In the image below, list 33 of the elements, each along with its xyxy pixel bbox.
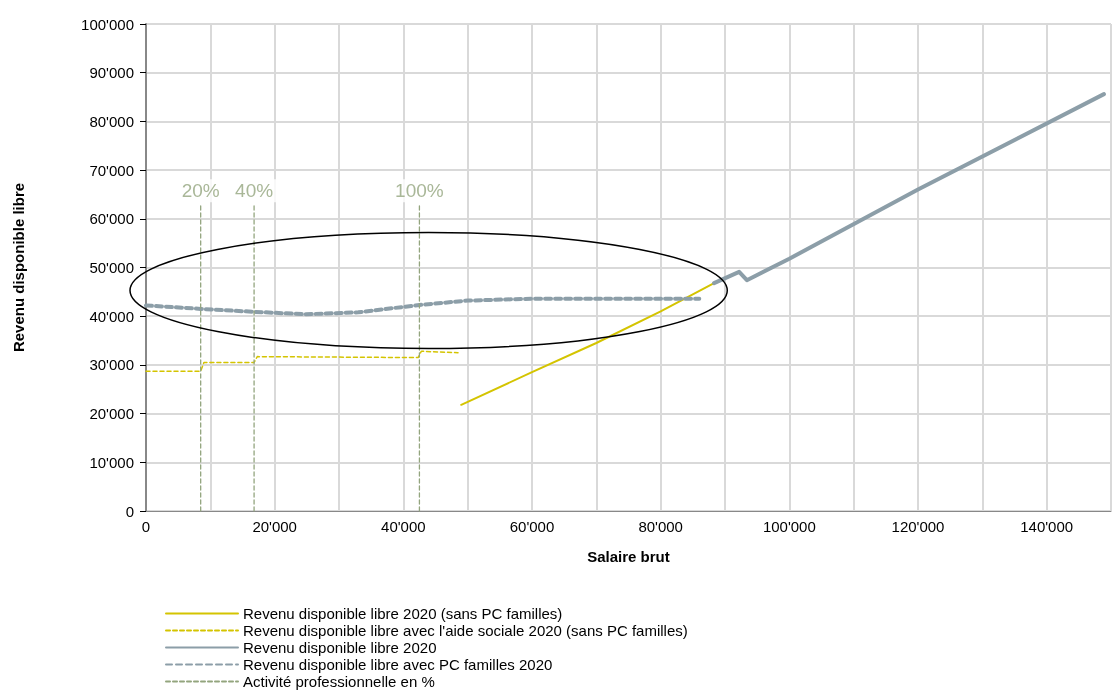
x-tick-label: 80'000 bbox=[638, 518, 683, 535]
y-tick-label: 50'000 bbox=[89, 259, 134, 276]
x-tick-label: 40'000 bbox=[381, 518, 426, 535]
line-series bbox=[712, 92, 1106, 286]
x-tick-label: 100'000 bbox=[762, 518, 816, 535]
y-tick-label: 90'000 bbox=[89, 64, 134, 82]
y-tick-label: 0 bbox=[125, 502, 134, 520]
x-tick-label: 140'000 bbox=[1020, 518, 1074, 535]
legend-label: Revenu disponible libre 2020 bbox=[243, 639, 437, 656]
legend-label: Revenu disponible libre avec l'aide sociale 2020 (sans PC familles) bbox=[243, 622, 688, 639]
y-tick-label: 100'000 bbox=[81, 15, 134, 33]
x-axis-title: Salaire brut bbox=[587, 548, 670, 565]
annotation: 20% bbox=[181, 180, 220, 202]
y-tick-label: 60'000 bbox=[89, 210, 134, 228]
x-tick-label: 0 bbox=[141, 518, 151, 535]
y-tick-label: 80'000 bbox=[89, 112, 134, 130]
line-series bbox=[144, 296, 702, 317]
y-tick-label: 20'000 bbox=[89, 405, 134, 423]
y-tick-label: 30'000 bbox=[89, 356, 134, 374]
line-series bbox=[460, 282, 716, 406]
legend-label: Activité professionnelle en % bbox=[243, 673, 435, 690]
y-tick-label: 40'000 bbox=[89, 307, 134, 325]
x-tick-label: 120'000 bbox=[891, 518, 945, 535]
x-tick-label: 60'000 bbox=[509, 518, 555, 535]
y-tick-label: 70'000 bbox=[89, 161, 134, 179]
y-axis-title: Revenu disponible libre bbox=[10, 182, 27, 353]
legend-label: Revenu disponible libre avec PC familles 2020 bbox=[243, 656, 553, 673]
annotation: 40% bbox=[235, 180, 274, 202]
x-tick-label: 20'000 bbox=[252, 518, 297, 535]
line-series bbox=[145, 350, 459, 372]
annotation: 100% bbox=[395, 180, 444, 202]
y-tick-label: 10'000 bbox=[89, 453, 134, 471]
legend-label: Revenu disponible libre 2020 (sans PC familles) bbox=[243, 605, 563, 622]
